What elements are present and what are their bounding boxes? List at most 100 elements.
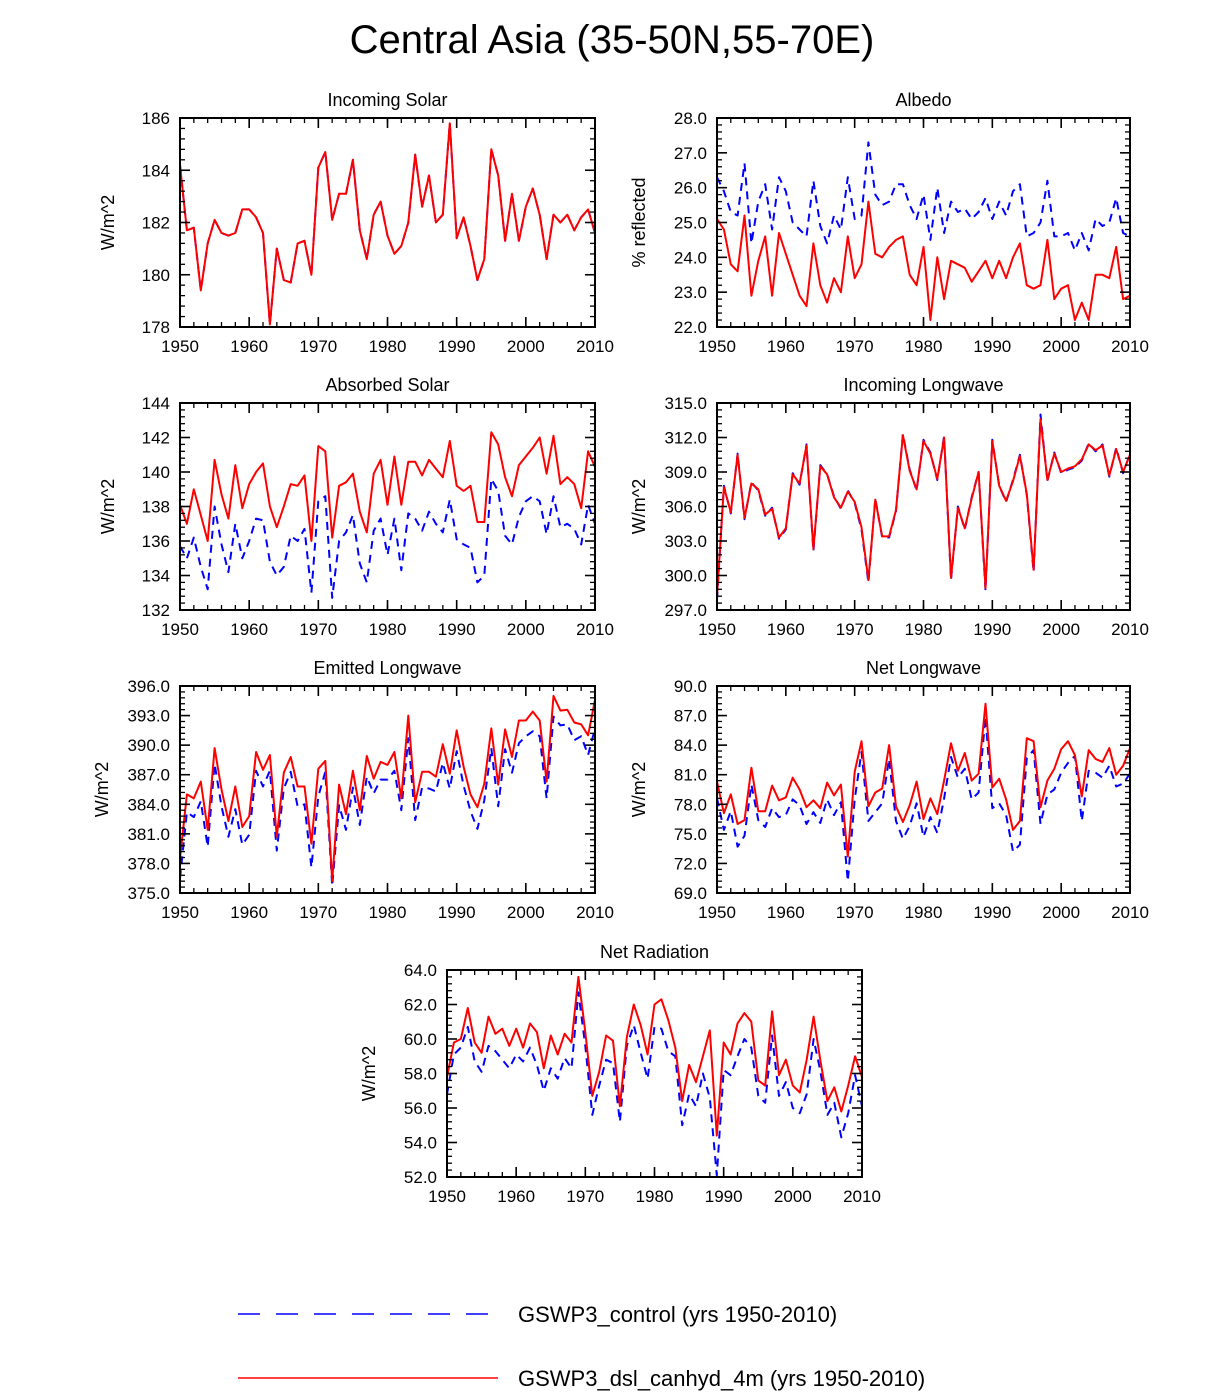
y-tick-label: 26.0 — [674, 179, 707, 198]
y-tick-label: 182 — [142, 214, 170, 233]
chart-panel: 1950 1960 1970 1980 1990 2000 2010 375.0 378.0 38… — [92, 658, 614, 922]
chart-panel: 1950 1960 1970 1980 1990 2000 2010 69.0 72.0 75.0… — [629, 658, 1149, 922]
x-tick-label: 1970 — [836, 903, 874, 922]
legend-label-control: GSWP3_control (yrs 1950-2010) — [518, 1302, 837, 1327]
x-tick-label: 1990 — [705, 1187, 743, 1206]
x-tick-label: 2010 — [576, 903, 614, 922]
chart-panel: 1950 1960 1970 1980 1990 2000 2010 297.0 300.0 30… — [629, 375, 1149, 639]
x-tick-label: 1980 — [905, 620, 943, 639]
series-line-control — [179, 715, 596, 888]
y-tick-label: 186 — [142, 109, 170, 128]
x-tick-label: 1960 — [767, 903, 805, 922]
x-tick-label: 2000 — [1042, 620, 1080, 639]
x-tick-label: 2000 — [774, 1187, 812, 1206]
x-tick-label: 1970 — [836, 620, 874, 639]
y-tick-label: 72.0 — [674, 854, 707, 873]
y-tick-label: 27.0 — [674, 144, 707, 163]
y-tick-label: 138 — [142, 498, 170, 517]
panel-title: Albedo — [895, 90, 951, 110]
y-tick-label: 300.0 — [664, 567, 707, 586]
series-line-experiment — [716, 200, 1131, 321]
chart-panel: 1950 1960 1970 1980 1990 2000 2010 52.0 54.0 56.0… — [359, 942, 881, 1206]
x-tick-label: 2010 — [1111, 903, 1149, 922]
plot-frame — [179, 685, 596, 894]
x-tick-label: 1960 — [230, 337, 268, 356]
y-tick-label: 184 — [142, 161, 170, 180]
series-line-experiment — [179, 431, 596, 542]
chart-panel: 1950 1960 1970 1980 1990 2000 2010 132 134 136 138… — [98, 375, 614, 639]
legend-label-experiment: GSWP3_dsl_canhyd_4m (yrs 1950-2010) — [518, 1366, 925, 1391]
x-tick-label: 1990 — [973, 337, 1011, 356]
x-tick-label: 2000 — [507, 337, 545, 356]
x-tick-label: 1960 — [767, 337, 805, 356]
y-tick-label: 81.0 — [674, 766, 707, 785]
y-tick-label: 387.0 — [127, 766, 170, 785]
legend: GSWP3_control (yrs 1950-2010) GSWP3_dsl_… — [238, 1302, 925, 1391]
y-tick-label: 180 — [142, 266, 170, 285]
y-tick-label: 56.0 — [404, 1099, 437, 1118]
x-tick-label: 1950 — [161, 337, 199, 356]
y-tick-label: 78.0 — [674, 795, 707, 814]
y-tick-label: 90.0 — [674, 677, 707, 696]
y-tick-label: 136 — [142, 532, 170, 551]
x-tick-label: 1960 — [497, 1187, 535, 1206]
x-tick-label: 2000 — [1042, 337, 1080, 356]
series-line-experiment — [179, 122, 596, 326]
y-axis-label: W/m^2 — [359, 1046, 379, 1101]
panel-title: Absorbed Solar — [325, 375, 449, 395]
x-tick-label: 1980 — [905, 903, 943, 922]
y-tick-label: 393.0 — [127, 707, 170, 726]
x-tick-label: 1950 — [161, 903, 199, 922]
x-tick-label: 1990 — [438, 620, 476, 639]
x-tick-label: 2000 — [507, 620, 545, 639]
y-tick-label: 375.0 — [127, 884, 170, 903]
chart-panel: 1950 1960 1970 1980 1990 2000 2010 178 180 182 184… — [98, 90, 614, 356]
y-tick-label: 25.0 — [674, 214, 707, 233]
y-tick-label: 75.0 — [674, 825, 707, 844]
y-tick-label: 306.0 — [664, 498, 707, 517]
plot-frame — [716, 685, 1131, 894]
x-tick-label: 1970 — [299, 620, 337, 639]
y-tick-label: 54.0 — [404, 1134, 437, 1153]
y-tick-label: 84.0 — [674, 736, 707, 755]
panel-title: Net Radiation — [600, 942, 709, 962]
y-tick-label: 315.0 — [664, 394, 707, 413]
x-tick-label: 1970 — [836, 337, 874, 356]
panel-title: Incoming Solar — [327, 90, 447, 110]
y-tick-label: 381.0 — [127, 825, 170, 844]
x-tick-label: 1980 — [369, 620, 407, 639]
y-tick-label: 384.0 — [127, 795, 170, 814]
x-tick-label: 1970 — [299, 337, 337, 356]
y-tick-label: 132 — [142, 601, 170, 620]
y-tick-label: 312.0 — [664, 429, 707, 448]
y-tick-label: 178 — [142, 318, 170, 337]
x-tick-label: 1970 — [299, 903, 337, 922]
y-tick-label: 58.0 — [404, 1065, 437, 1084]
y-tick-label: 140 — [142, 463, 170, 482]
x-tick-label: 1990 — [973, 620, 1011, 639]
x-tick-label: 1950 — [428, 1187, 466, 1206]
x-tick-label: 1950 — [698, 620, 736, 639]
y-tick-label: 303.0 — [664, 532, 707, 551]
y-tick-label: 23.0 — [674, 283, 707, 302]
series-line-experiment — [716, 702, 1131, 858]
x-tick-label: 1960 — [230, 903, 268, 922]
y-tick-label: 22.0 — [674, 318, 707, 337]
x-tick-label: 1980 — [369, 903, 407, 922]
y-tick-label: 134 — [142, 567, 170, 586]
y-axis-label: W/m^2 — [92, 762, 112, 817]
x-tick-label: 1960 — [767, 620, 805, 639]
x-tick-label: 1970 — [566, 1187, 604, 1206]
x-tick-label: 1960 — [230, 620, 268, 639]
x-tick-label: 2000 — [1042, 903, 1080, 922]
y-tick-label: 297.0 — [664, 601, 707, 620]
series-line-control — [446, 991, 863, 1177]
x-tick-label: 2000 — [507, 903, 545, 922]
figure-title: Central Asia (35-50N,55-70E) — [349, 18, 875, 62]
x-tick-label: 2010 — [576, 337, 614, 356]
y-axis-label: W/m^2 — [98, 195, 118, 250]
y-tick-label: 64.0 — [404, 961, 437, 980]
panel-title: Incoming Longwave — [843, 375, 1003, 395]
y-tick-label: 309.0 — [664, 463, 707, 482]
